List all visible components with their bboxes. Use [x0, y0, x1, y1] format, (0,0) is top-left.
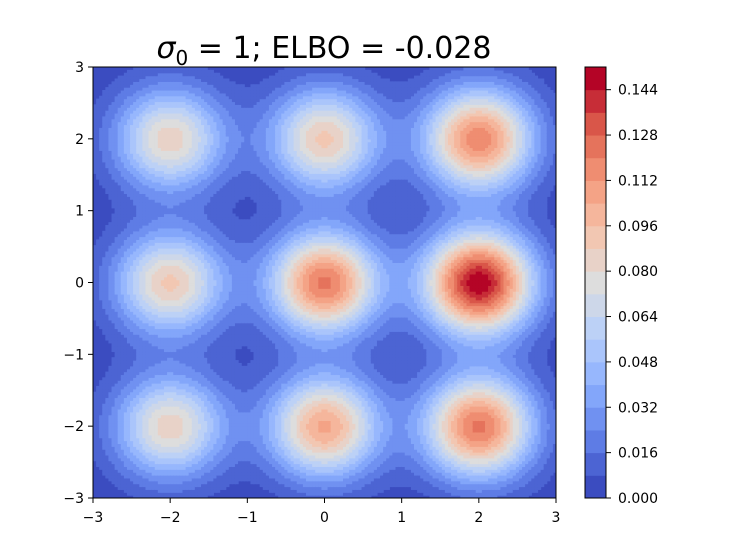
- title-sigma: σ: [157, 31, 177, 66]
- contour-fills: [93, 67, 557, 499]
- chart-title: σ0 = 1; ELBO = -0.028: [157, 31, 492, 70]
- plot-area: [93, 67, 557, 499]
- title-sigma-subscript: 0: [176, 46, 189, 70]
- title-text: = 1; ELBO = -0.028: [188, 31, 491, 66]
